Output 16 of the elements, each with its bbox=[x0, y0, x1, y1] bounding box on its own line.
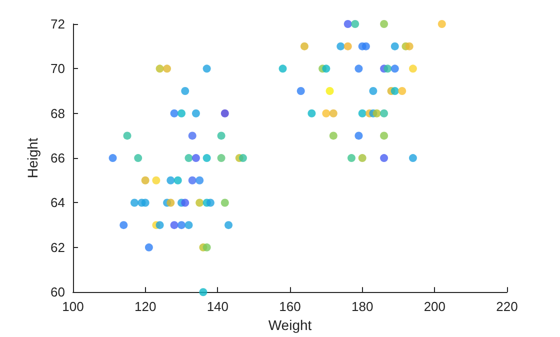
y-tick-label: 66 bbox=[50, 150, 65, 166]
x-tick-label: 140 bbox=[206, 299, 229, 314]
y-tick-label: 64 bbox=[50, 195, 65, 210]
x-tick-label: 120 bbox=[134, 299, 156, 314]
x-tick-label: 100 bbox=[62, 299, 84, 314]
x-tick-label: 220 bbox=[496, 299, 518, 314]
y-tick-label: 60 bbox=[50, 284, 65, 300]
x-tick-label: 200 bbox=[424, 299, 446, 314]
y-tick-label: 62 bbox=[50, 240, 65, 255]
y-axis-title: Height bbox=[24, 138, 41, 178]
x-axis-title: Weight bbox=[268, 317, 312, 333]
y-tick-label: 68 bbox=[50, 106, 65, 121]
y-tick-label: 72 bbox=[50, 16, 65, 32]
y-tick-label: 70 bbox=[50, 61, 65, 76]
x-tick-label: 180 bbox=[351, 299, 374, 314]
x-tick-label: 160 bbox=[279, 299, 301, 314]
